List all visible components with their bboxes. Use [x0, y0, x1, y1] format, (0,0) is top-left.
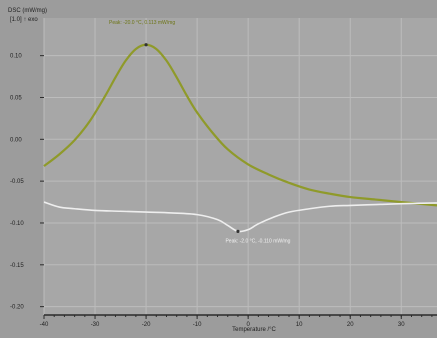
x-tick-label: -10 [193, 322, 202, 328]
y-axis-title-line2: [1.0] ↑ exo [10, 17, 38, 23]
series-line-1 [43, 43, 437, 207]
x-tick-label: -30 [91, 322, 100, 328]
grid [43, 18, 437, 315]
x-tick-label: 20 [347, 322, 354, 328]
y-tick-label: -0.15 [10, 263, 24, 269]
peak-label-2: Peak: -2.0 °C, -0.110 mW/mg [225, 238, 290, 244]
y-tick-label: -0.20 [10, 305, 24, 311]
peak-marker-1 [144, 43, 148, 47]
y-tick-label: 0.10 [10, 54, 22, 60]
y-tick-label: 0.05 [10, 95, 22, 101]
x-tick-label: 0 [246, 322, 250, 328]
x-tick-label: -20 [142, 322, 151, 328]
x-axis-title: Temperature /°C [232, 327, 276, 333]
peak-marker-2 [236, 229, 240, 233]
x-tick-label: 30 [398, 322, 405, 328]
x-tick-label: 10 [296, 322, 303, 328]
y-tick-label: -0.05 [10, 179, 24, 185]
y-ticks: 0.10 0.05 0.00 -0.05 -0.10 -0.15 -0.20 [10, 54, 44, 311]
y-axis-title-line1: DSC (mW/mg) [8, 8, 47, 14]
x-tick-label: -40 [40, 322, 49, 328]
x-ticks: -40 -30 -20 -10 0 10 20 30 [40, 315, 433, 328]
y-tick-label: 0.00 [10, 137, 22, 143]
series-layer: Peak: -20.0 °C, 0.113 mW/mg Peak: -2.0 °C… [43, 20, 437, 244]
peak-label-1: Peak: -20.0 °C, 0.113 mW/mg [109, 20, 175, 26]
y-tick-label: -0.10 [10, 221, 24, 227]
plot-area [44, 18, 437, 315]
